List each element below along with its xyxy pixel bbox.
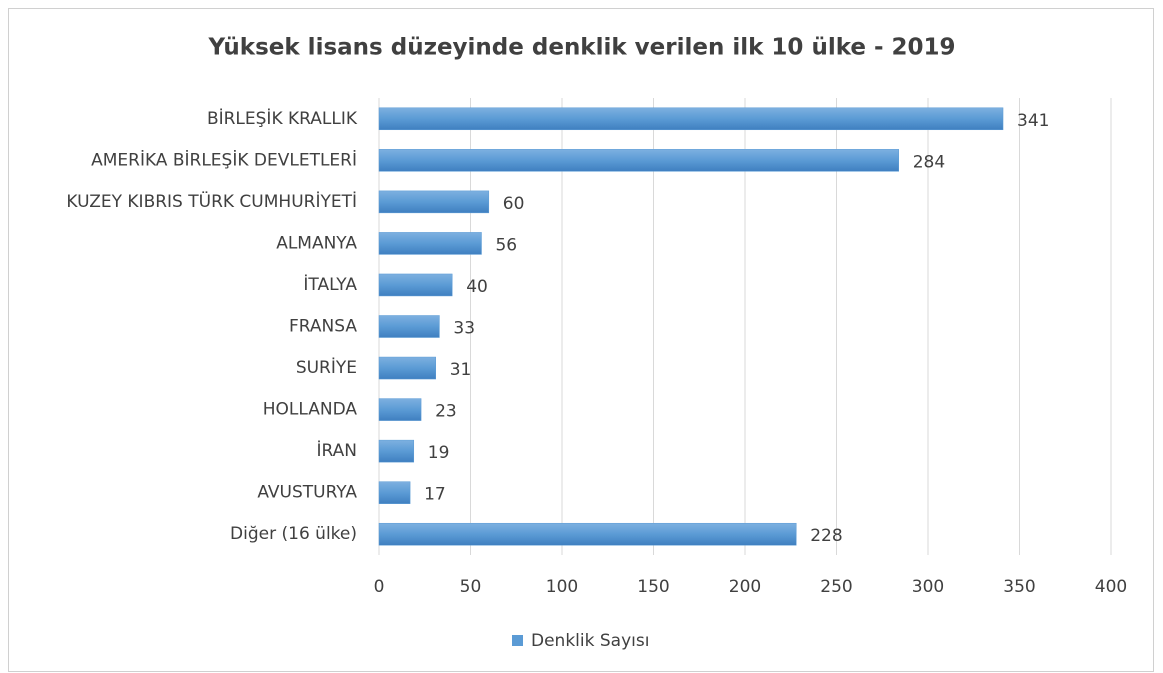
y-tick-label: AMERİKA BİRLEŞİK DEVLETLERİ (91, 149, 357, 170)
x-tick-label: 50 (460, 577, 482, 597)
data-label: 40 (466, 277, 488, 297)
bar (378, 315, 440, 338)
x-tick-label: 350 (1003, 577, 1035, 597)
data-label: 31 (450, 360, 472, 380)
x-tick-label: 0 (374, 577, 385, 597)
bar (378, 273, 453, 297)
bar (378, 107, 1004, 131)
data-label: 60 (503, 194, 525, 214)
data-label: 228 (810, 526, 842, 546)
y-tick-label: ALMANYA (276, 233, 357, 253)
bar (378, 522, 797, 546)
y-tick-label: BİRLEŞİK KRALLIK (207, 108, 358, 129)
chart-title: Yüksek lisans düzeyinde denklik verilen … (207, 35, 955, 61)
data-label: 17 (424, 485, 446, 505)
data-label: 341 (1017, 111, 1049, 131)
bar (378, 439, 415, 463)
y-tick-label: İTALYA (303, 274, 357, 295)
data-label: 56 (495, 235, 517, 255)
x-tick-label: 200 (729, 577, 761, 597)
legend-label: Denklik Sayısı (531, 631, 649, 651)
x-tick-label: 300 (912, 577, 944, 597)
data-label: 19 (428, 443, 450, 463)
bar (378, 356, 436, 380)
y-tick-label: FRANSA (289, 317, 357, 337)
bar (378, 232, 482, 255)
data-label: 23 (435, 402, 457, 422)
x-tick-label: 250 (820, 577, 852, 597)
bar (378, 398, 422, 421)
y-tick-label: HOLLANDA (263, 400, 358, 420)
legend-swatch (512, 635, 523, 646)
y-tick-label: AVUSTURYA (257, 483, 357, 503)
x-tick-label: 150 (637, 577, 669, 597)
bar (378, 481, 411, 504)
y-tick-label: İRAN (317, 440, 357, 461)
bar (378, 149, 899, 172)
y-tick-label: SURİYE (296, 357, 357, 378)
data-label: 33 (453, 319, 475, 339)
y-tick-label: Diğer (16 ülke) (230, 524, 357, 544)
data-label: 284 (913, 152, 945, 172)
bar (378, 190, 490, 214)
x-tick-label: 400 (1095, 577, 1127, 597)
y-tick-label: KUZEY KIBRIS TÜRK CUMHURİYETİ (66, 190, 357, 212)
x-tick-label: 100 (546, 577, 578, 597)
